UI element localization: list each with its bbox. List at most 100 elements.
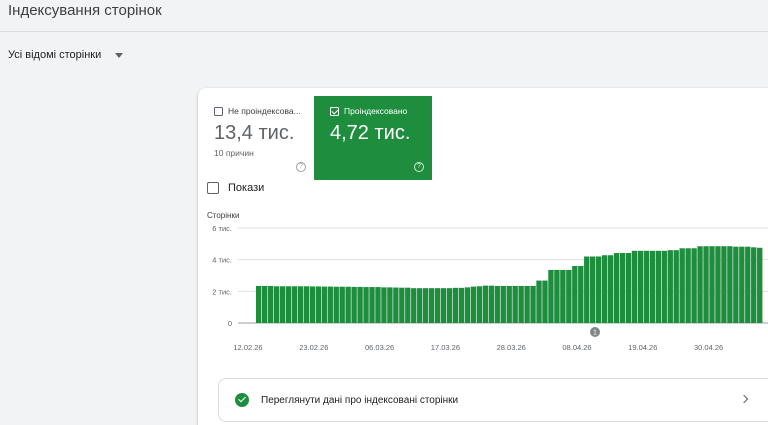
help-icon[interactable]: ? (414, 162, 424, 172)
y-tick-label: 4 тис. (212, 256, 232, 265)
chart-bar (399, 287, 405, 323)
chart-bar (709, 246, 715, 323)
chart-bar (578, 266, 584, 323)
not-indexed-tile[interactable]: Не проіндексова... 13,4 тис. 10 причин ? (198, 96, 314, 180)
chart-bar (464, 287, 471, 323)
chart-bar (309, 286, 316, 323)
chart-bar (470, 286, 477, 323)
y-tick-label: 0 (228, 319, 232, 328)
not-indexed-reasons: 10 причин (214, 148, 254, 158)
chart-bar (458, 287, 465, 323)
chart-bar (327, 286, 333, 323)
chart-bar (637, 250, 644, 323)
chart-bar (446, 288, 453, 323)
checkbox-checked-icon[interactable] (330, 106, 339, 116)
chart-bar (649, 250, 656, 323)
chart-bar (440, 288, 447, 323)
chart-bar (285, 286, 292, 323)
indexed-tile[interactable]: Проіндексовано 4,72 тис. ? (314, 96, 432, 180)
impressions-toggle[interactable]: Покази (207, 182, 264, 194)
chart-bar (267, 285, 274, 323)
not-indexed-value: 13,4 тис. (214, 122, 295, 144)
chart-bar (256, 285, 262, 323)
pages-filter-dropdown[interactable]: Усі відомі сторінки (8, 46, 124, 64)
x-tick-label: 17.03.26 (431, 343, 460, 352)
y-tick-label: 6 тис. (212, 224, 232, 233)
chart-bar (291, 286, 298, 323)
chart-bar (745, 246, 751, 323)
check-circle-icon (235, 393, 249, 407)
chart-bar (524, 285, 530, 323)
chart-bar (733, 246, 739, 323)
indexed-pages-chart: Сторінки 0 2 тис. 4 тис. 6 тис. 12.02.26 23.0… (198, 206, 768, 356)
chart-bar (727, 246, 733, 323)
indexed-label: Проіндексовано (344, 106, 408, 116)
chart-bar (601, 255, 608, 323)
caret-down-icon (115, 52, 124, 58)
chart-bar (381, 287, 387, 323)
chart-bar (703, 246, 709, 323)
x-tick-label: 28.03.26 (497, 343, 526, 352)
checkbox-icon[interactable] (207, 182, 219, 194)
chart-bar (518, 285, 524, 323)
chart-bar (757, 247, 763, 323)
annotation-marker-icon (590, 327, 600, 337)
chart-bar (542, 280, 548, 323)
chart-bar (661, 250, 667, 323)
chart-bar (321, 286, 327, 323)
chart-bar (721, 246, 727, 323)
chart-bar (482, 285, 489, 323)
chart-svg: 0 2 тис. 4 тис. 6 тис. 12.02.26 23.02.26 06.03… (212, 224, 768, 352)
indexed-value: 4,72 тис. (330, 122, 411, 144)
checkbox-icon[interactable] (214, 106, 223, 116)
chart-bar (500, 285, 506, 323)
chart-bar (625, 253, 632, 323)
help-icon[interactable]: ? (296, 162, 306, 172)
chart-bar (315, 286, 322, 323)
chart-bar (333, 286, 339, 323)
chart-bar (655, 250, 661, 323)
chart-bar (619, 253, 626, 323)
chart-bar (434, 288, 441, 323)
x-tick-label: 30.04.26 (694, 343, 723, 352)
chart-bar (613, 253, 620, 323)
chart-bar (476, 286, 483, 323)
chart-bar (417, 288, 423, 323)
not-indexed-label: Не проіндексова... (228, 106, 301, 116)
annotation-label: 1 (593, 330, 597, 337)
impressions-label: Покази (228, 182, 265, 194)
chart-bar (297, 286, 304, 323)
chart-bar (739, 246, 745, 323)
y-axis-title: Сторінки (207, 211, 240, 220)
chart-bar (643, 250, 650, 323)
indexing-card: Не проіндексова... 13,4 тис. 10 причин ?… (198, 88, 768, 425)
x-tick-label: 23.02.26 (299, 343, 328, 352)
chart-bar (488, 285, 494, 323)
chart-bar (560, 269, 566, 323)
chart-bar (607, 255, 614, 323)
chart-bar (584, 256, 590, 323)
chart-bar (363, 287, 369, 323)
chart-bar (351, 286, 357, 323)
chart-bar (572, 266, 578, 323)
chart-bar (530, 285, 536, 323)
chart-bar (590, 256, 596, 323)
chart-bar (369, 287, 375, 323)
chart-bar (303, 286, 310, 323)
chart-bar (679, 248, 685, 323)
chart-bar (751, 247, 757, 323)
chart-bar (715, 246, 721, 323)
view-indexed-pages-label: Переглянути дані про індексовані сторінк… (261, 394, 459, 406)
chart-bar (595, 256, 602, 323)
chart-bar (548, 269, 554, 323)
chart-bar (357, 286, 363, 323)
chart-bar (393, 287, 399, 323)
chart-bar (673, 250, 679, 323)
view-indexed-pages-link[interactable]: Переглянути дані про індексовані сторінк… (218, 378, 768, 422)
chevron-right-icon (739, 394, 749, 404)
chart-bar (345, 286, 351, 323)
chart-bar (494, 285, 500, 323)
chart-bar (428, 288, 435, 323)
top-header: Індексування сторінок (0, 0, 768, 32)
chart-bar (506, 285, 512, 323)
